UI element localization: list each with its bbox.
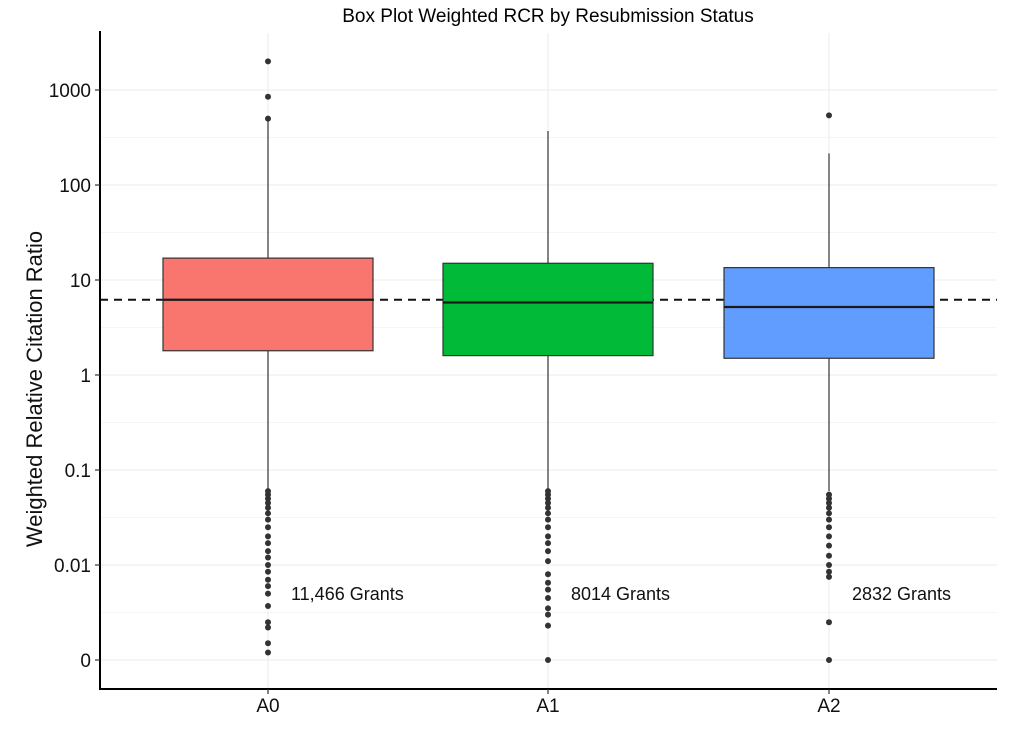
- outlier-high-a0-1: [265, 93, 271, 100]
- x-tick-label-a2: A2: [817, 696, 840, 717]
- outlier-low-a2-8: [826, 542, 832, 549]
- outlier-low-a2-10: [826, 562, 832, 568]
- outlier-low-a2-9: [826, 552, 832, 559]
- outlier-low-a1-13: [545, 579, 551, 586]
- annotation-a0: 11,466 Grants: [291, 584, 404, 604]
- outlier-low-a1-4: [545, 504, 551, 511]
- outlier-low-a1-5: [545, 510, 551, 517]
- outlier-low-a2-3: [826, 504, 832, 511]
- outlier-low-a2-7: [826, 533, 832, 540]
- outlier-low-a2-6: [826, 524, 832, 531]
- y-tick-label-5: 100: [59, 176, 91, 197]
- outlier-high-a0-0: [265, 58, 271, 65]
- outlier-low-a2-2: [826, 499, 832, 506]
- outlier-low-a0-18: [265, 619, 271, 626]
- outlier-low-a0-6: [265, 516, 271, 523]
- y-tick-label-4: 10: [70, 271, 91, 292]
- axes-group: [95, 31, 997, 694]
- outlier-low-a0-3: [265, 499, 271, 506]
- outlier-low-a2-1: [826, 495, 832, 502]
- outlier-low-a1-17: [545, 611, 551, 618]
- x-tick-labels: A0 A1 A2: [256, 696, 840, 717]
- outlier-low-a0-9: [265, 540, 271, 547]
- outlier-low-a2-11: [826, 568, 832, 575]
- y-tick-label-2: 0.1: [65, 461, 91, 482]
- y-tick-label-3: 1: [80, 366, 91, 387]
- outlier-low-a2-12: [826, 573, 832, 580]
- outlier-low-a0-17: [265, 603, 271, 610]
- y-axis-label: Weighted Relative Citation Ratio: [22, 231, 47, 547]
- outlier-low-a1-11: [545, 558, 551, 565]
- outlier-low-a0-13: [265, 568, 271, 575]
- outlier-low-a0-16: [265, 590, 271, 597]
- outlier-low-a1-6: [545, 516, 551, 523]
- outlier-low-a1-12: [545, 571, 551, 578]
- outlier-low-a1-16: [545, 605, 551, 612]
- outlier-low-a1-8: [545, 533, 551, 540]
- outlier-low-a0-11: [265, 554, 271, 561]
- outlier-low-a1-9: [545, 540, 551, 547]
- box-a2: [723, 267, 935, 359]
- outlier-low-a0-8: [265, 533, 271, 540]
- outlier-low-a0-19: [265, 624, 271, 631]
- outlier-low-a0-5: [265, 510, 271, 517]
- x-tick-label-a0: A0: [256, 696, 279, 717]
- y-tick-label-0: 0: [80, 651, 91, 672]
- outlier-low-a1-19: [545, 657, 551, 663]
- outlier-low-a2-13: [826, 619, 832, 626]
- outlier-low-a0-20: [265, 640, 271, 647]
- outlier-low-a0-2: [265, 495, 271, 502]
- annotation-a2: 2832 Grants: [852, 584, 951, 604]
- outlier-high-a2-0: [826, 112, 832, 119]
- x-tick-label-a1: A1: [536, 696, 559, 717]
- y-tick-label-6: 1000: [49, 81, 91, 102]
- outlier-low-a1-2: [545, 495, 551, 502]
- outlier-low-a1-15: [545, 594, 551, 601]
- box-a1: [442, 262, 654, 357]
- outlier-low-a0-12: [265, 562, 271, 568]
- annotations-group: 11,466 Grants 8014 Grants 2832 Grants: [291, 584, 951, 604]
- outlier-low-a1-10: [545, 548, 551, 555]
- boxes-group: [162, 58, 935, 663]
- box-a0: [162, 257, 374, 352]
- outlier-high-a0-2: [265, 115, 271, 122]
- outlier-low-a1-7: [545, 524, 551, 531]
- outlier-low-a1-3: [545, 499, 551, 506]
- y-tick-label-1: 0.01: [54, 556, 91, 577]
- outlier-low-a2-4: [826, 510, 832, 517]
- outlier-low-a0-4: [265, 504, 271, 511]
- annotation-a1: 8014 Grants: [571, 584, 670, 604]
- outlier-low-a0-14: [265, 576, 271, 583]
- outlier-low-a0-21: [265, 649, 271, 656]
- outlier-low-a0-15: [265, 583, 271, 590]
- y-tick-labels: 0 0.01 0.1 1 10 100 1000: [49, 81, 91, 672]
- outlier-low-a0-7: [265, 524, 271, 531]
- outlier-low-a0-10: [265, 548, 271, 555]
- outlier-low-a1-14: [545, 586, 551, 593]
- outlier-low-a2-5: [826, 516, 832, 523]
- chart-title: Box Plot Weighted RCR by Resubmission St…: [342, 6, 754, 27]
- outlier-low-a2-14: [826, 657, 832, 663]
- outlier-low-a1-18: [545, 622, 551, 629]
